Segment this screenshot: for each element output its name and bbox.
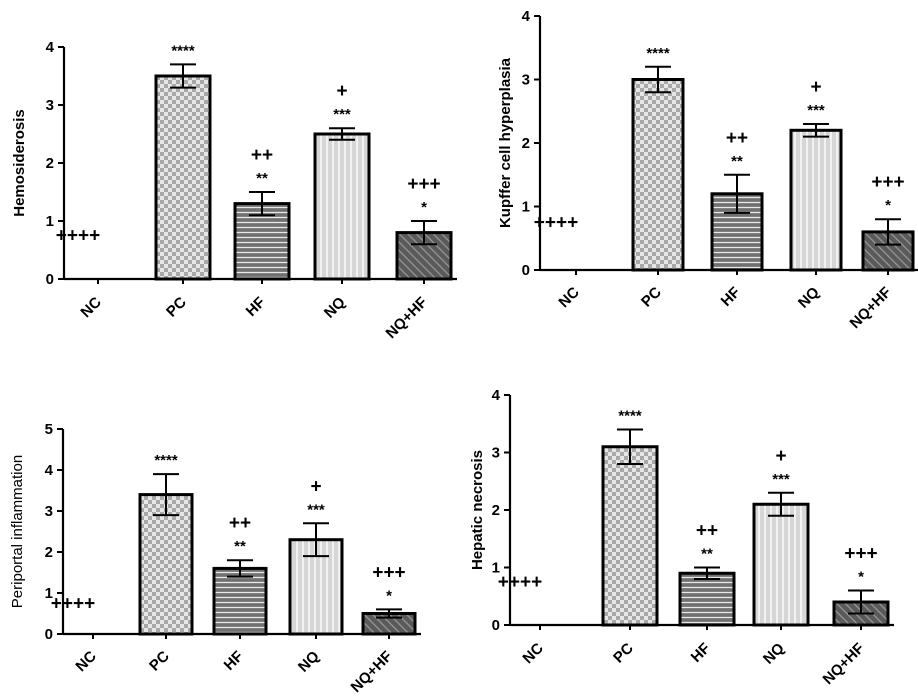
sig-star-label: ** [701, 546, 713, 563]
y-tick-label: 4 [492, 387, 501, 404]
sig-plus-label: ++++ [498, 572, 542, 593]
y-tick-label: 1 [46, 213, 54, 230]
sig-star-label: * [858, 569, 864, 586]
y-axis-title: Periportal inflammation [9, 455, 26, 608]
y-tick-label: 4 [522, 8, 531, 25]
sig-star-label: ** [256, 170, 268, 187]
x-category-label: PC [163, 294, 190, 321]
sig-plus-label: ++++ [534, 212, 578, 233]
x-category-label: PC [610, 640, 637, 667]
x-category-label: HF [688, 640, 714, 666]
sig-plus-label: + [310, 476, 321, 497]
sig-plus-label: +++ [844, 544, 877, 565]
x-category-label: NQ+HF [847, 284, 895, 332]
sig-star-label: *** [307, 501, 325, 518]
y-tick-label: 1 [492, 560, 500, 577]
sig-star-label: * [421, 199, 427, 216]
sig-plus-label: ++ [251, 145, 273, 166]
y-tick-label: 3 [522, 72, 530, 89]
y-axis-title: Hemosiderosis [11, 109, 28, 217]
sig-star-label: **** [171, 42, 195, 59]
sig-star-label: *** [333, 106, 351, 123]
y-axis-title: Kupffer cell hyperplasia [497, 57, 514, 228]
bar-hf [678, 571, 736, 627]
sig-star-label: * [885, 197, 891, 214]
y-tick-label: 2 [45, 544, 53, 561]
sig-plus-label: ++ [229, 513, 251, 534]
sig-star-label: **** [154, 452, 178, 469]
x-category-label: NC [72, 648, 99, 675]
y-tick-label: 5 [45, 421, 53, 438]
sig-plus-label: + [810, 77, 821, 98]
y-tick-label: 1 [45, 585, 53, 602]
sig-plus-label: ++++ [51, 593, 95, 614]
y-tick-label: 2 [522, 135, 530, 152]
sig-plus-label: ++ [726, 128, 748, 149]
x-category-label: NC [519, 640, 546, 667]
sig-plus-label: + [336, 81, 347, 102]
y-tick-label: 1 [522, 199, 530, 216]
bar-nq [313, 132, 371, 281]
bar-nq [789, 128, 843, 272]
y-tick-label: 2 [492, 502, 500, 519]
y-tick-label: 0 [45, 626, 53, 643]
y-tick-label: 3 [46, 97, 54, 114]
y-tick-label: 2 [46, 155, 54, 172]
sig-star-label: * [386, 587, 392, 604]
x-category-label: HF [221, 648, 247, 674]
sig-plus-label: + [775, 446, 786, 467]
x-category-label: NC [77, 294, 104, 321]
x-category-label: PC [638, 284, 665, 311]
chart-panel-1: 01234Hemosiderosis++++NC****PC**++HF***+… [11, 39, 457, 342]
x-category-label: PC [146, 648, 173, 675]
y-tick-label: 4 [45, 462, 54, 479]
x-category-label: NQ [321, 294, 349, 322]
y-tick-label: 0 [522, 262, 530, 279]
x-category-label: NQ+HF [383, 294, 431, 342]
sig-star-label: ** [234, 538, 246, 555]
x-category-label: NQ+HF [348, 648, 396, 696]
sig-star-label: ** [731, 153, 743, 170]
sig-star-label: **** [618, 408, 642, 425]
sig-plus-label: +++ [871, 172, 904, 193]
sig-star-label: **** [646, 45, 670, 62]
sig-plus-label: +++ [407, 174, 440, 195]
bar-pc [154, 74, 212, 281]
x-category-label: NQ+HF [820, 640, 868, 688]
x-category-label: NQ [295, 648, 323, 676]
bar-nq [752, 502, 810, 627]
sig-star-label: *** [772, 471, 790, 488]
x-category-label: HF [718, 284, 744, 310]
x-category-label: NQ [795, 284, 823, 312]
bar-pc [601, 445, 659, 627]
y-tick-label: 0 [492, 617, 500, 634]
sig-star-label: *** [807, 102, 825, 119]
x-category-label: HF [243, 294, 269, 320]
sig-plus-label: ++ [696, 521, 718, 542]
y-axis-title: Hepatic necrosis [469, 450, 486, 570]
y-tick-label: 3 [45, 503, 53, 520]
bar-pc [138, 493, 194, 636]
y-tick-label: 4 [46, 39, 55, 56]
bar-hf [212, 566, 268, 636]
sig-plus-label: ++++ [56, 226, 100, 247]
x-category-label: NC [555, 284, 582, 311]
sig-plus-label: +++ [372, 562, 405, 583]
y-tick-label: 3 [492, 445, 500, 462]
bar-pc [631, 78, 685, 272]
y-tick-label: 0 [46, 271, 54, 288]
x-category-label: NQ [760, 640, 788, 668]
